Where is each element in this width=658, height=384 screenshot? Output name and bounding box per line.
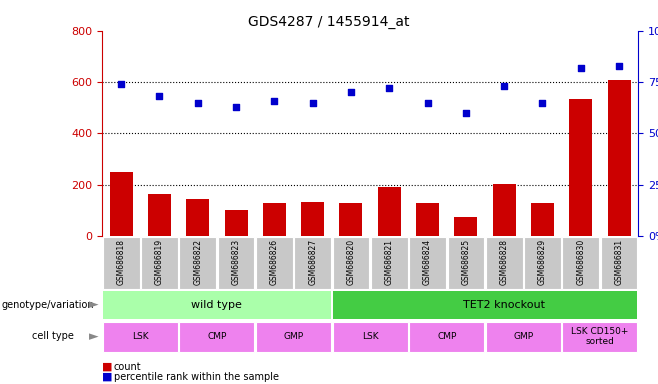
Text: CMP: CMP xyxy=(207,332,226,341)
Text: LSK: LSK xyxy=(132,332,149,341)
Text: ■: ■ xyxy=(102,362,113,372)
Bar xyxy=(371,237,408,290)
Bar xyxy=(486,237,522,290)
Text: LSK CD150+
sorted: LSK CD150+ sorted xyxy=(571,327,628,346)
Text: GSM686824: GSM686824 xyxy=(423,239,432,285)
Bar xyxy=(148,194,171,236)
Text: percentile rank within the sample: percentile rank within the sample xyxy=(114,372,279,382)
Text: GSM686820: GSM686820 xyxy=(347,239,355,285)
Bar xyxy=(409,322,484,352)
Bar xyxy=(218,237,255,290)
Bar xyxy=(224,210,247,236)
Text: GSM686819: GSM686819 xyxy=(155,239,164,285)
Text: LSK: LSK xyxy=(362,332,378,341)
Point xyxy=(193,99,203,106)
Bar xyxy=(409,237,446,290)
Point xyxy=(307,99,318,106)
Bar xyxy=(186,199,209,236)
Text: GSM686831: GSM686831 xyxy=(615,239,624,285)
Bar xyxy=(180,237,216,290)
Text: GSM686821: GSM686821 xyxy=(385,239,393,285)
Text: ■: ■ xyxy=(102,372,113,382)
Bar xyxy=(531,203,554,236)
Bar xyxy=(103,322,178,352)
Text: wild type: wild type xyxy=(191,300,242,310)
Bar xyxy=(524,237,561,290)
Bar xyxy=(447,237,484,290)
Point xyxy=(345,89,356,95)
Bar xyxy=(103,237,139,290)
Bar xyxy=(563,322,638,352)
Bar xyxy=(332,322,408,352)
Point xyxy=(231,104,241,110)
Bar xyxy=(378,187,401,236)
Bar xyxy=(332,237,369,290)
Point xyxy=(116,81,126,87)
Bar xyxy=(563,237,599,290)
Bar xyxy=(141,237,178,290)
Bar xyxy=(455,217,477,236)
Bar xyxy=(103,291,331,319)
Point xyxy=(614,63,624,69)
Point xyxy=(154,93,164,99)
Point xyxy=(461,110,471,116)
Point xyxy=(384,85,395,91)
Point xyxy=(422,99,433,106)
Text: GSM686827: GSM686827 xyxy=(308,239,317,285)
Bar xyxy=(180,322,255,352)
Text: GMP: GMP xyxy=(513,332,534,341)
Bar xyxy=(256,322,331,352)
Text: GSM686826: GSM686826 xyxy=(270,239,279,285)
Bar xyxy=(601,237,638,290)
Bar xyxy=(340,203,363,236)
Text: TET2 knockout: TET2 knockout xyxy=(463,300,545,310)
Text: GSM686823: GSM686823 xyxy=(232,239,241,285)
Text: GMP: GMP xyxy=(284,332,303,341)
Text: GSM686818: GSM686818 xyxy=(116,239,126,285)
Bar xyxy=(416,203,439,236)
Point xyxy=(269,98,280,104)
Bar xyxy=(569,99,592,236)
Text: ►: ► xyxy=(89,330,99,343)
Text: GDS4287 / 1455914_at: GDS4287 / 1455914_at xyxy=(248,15,410,28)
Point xyxy=(499,83,509,89)
Bar xyxy=(486,322,561,352)
Bar xyxy=(110,172,133,236)
Text: GSM686830: GSM686830 xyxy=(576,239,586,285)
Text: count: count xyxy=(114,362,141,372)
Text: GSM686825: GSM686825 xyxy=(461,239,470,285)
Text: GSM686822: GSM686822 xyxy=(193,239,202,285)
Bar xyxy=(256,237,293,290)
Text: CMP: CMP xyxy=(437,332,457,341)
Bar xyxy=(332,291,638,319)
Bar xyxy=(301,202,324,236)
Text: GSM686828: GSM686828 xyxy=(499,239,509,285)
Bar xyxy=(493,184,516,236)
Text: ►: ► xyxy=(89,298,99,311)
Point xyxy=(537,99,547,106)
Bar xyxy=(607,79,630,236)
Point xyxy=(576,65,586,71)
Bar xyxy=(263,203,286,236)
Text: genotype/variation: genotype/variation xyxy=(1,300,94,310)
Text: cell type: cell type xyxy=(32,331,74,341)
Bar xyxy=(294,237,331,290)
Text: GSM686829: GSM686829 xyxy=(538,239,547,285)
